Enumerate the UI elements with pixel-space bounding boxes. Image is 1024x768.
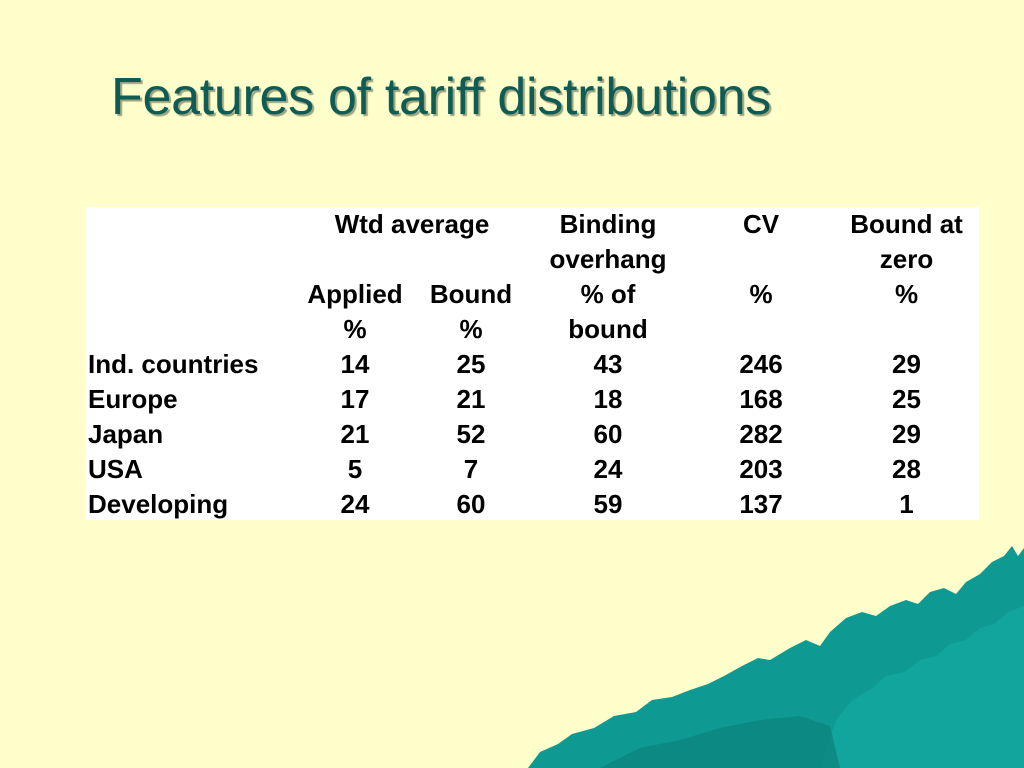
header-applied-pct: % [343,314,367,344]
header-row-4: % % bound [86,312,979,347]
header-empty-cell [688,242,834,277]
landscape-shadow [600,716,840,768]
cell-overhang: 60 [593,419,623,449]
cell-bound-zero: 29 [892,349,921,379]
cell-bound-zero: 28 [892,454,921,484]
header-bound-at: Bound at [850,209,963,239]
row-label: Ind. countries [88,349,259,379]
header-bound-word: bound [568,314,648,344]
cell-bound: 52 [456,419,486,449]
row-label: USA [88,454,143,484]
header-bound-pct: % [459,314,483,344]
table-row: Japan 21 52 60 282 29 [86,417,979,452]
tariff-table-grid: Wtd average Binding CV Bound at overhang… [86,207,979,522]
header-row-2: overhang zero [86,242,979,277]
header-empty-cell [86,312,296,347]
cell-applied: 24 [340,489,370,519]
header-row-1: Wtd average Binding CV Bound at [86,207,979,242]
header-applied: Applied [307,279,403,309]
header-pct-of: % of [580,279,636,309]
header-empty-cell [86,207,296,242]
header-empty-cell [688,312,834,347]
cell-applied: 17 [340,384,370,414]
cell-bound: 60 [456,489,486,519]
table-row: Europe 17 21 18 168 25 [86,382,979,417]
row-label: Japan [88,419,164,449]
landscape-highlight [820,606,1024,768]
header-empty-cell [834,312,979,347]
header-wtd-average: Wtd average [334,209,490,239]
cell-cv: 168 [739,384,783,414]
cell-bound-zero: 1 [899,489,914,519]
table-row: USA 5 7 24 203 28 [86,452,979,487]
cell-bound-zero: 25 [892,384,921,414]
cell-bound: 25 [456,349,486,379]
header-overhang: overhang [549,244,667,274]
landscape-shape [528,546,1024,768]
cell-overhang: 24 [593,454,623,484]
header-empty-cell [86,242,296,277]
header-empty-cell [296,242,414,277]
cell-overhang: 43 [593,349,623,379]
cell-cv: 246 [739,349,783,379]
slide-title: Features of tariff distributions [111,68,771,126]
header-empty-cell [86,277,296,312]
cell-overhang: 59 [593,489,623,519]
cell-bound-zero: 29 [892,419,921,449]
header-zero: zero [879,244,934,274]
table-row: Ind. countries 14 25 43 246 29 [86,347,979,382]
row-label: Developing [88,489,229,519]
cell-applied: 5 [347,454,363,484]
cell-bound: 7 [463,454,479,484]
table-row: Developing 24 60 59 137 1 [86,487,979,522]
cell-bound: 21 [456,384,486,414]
cell-cv: 203 [739,454,783,484]
tariff-table: Wtd average Binding CV Bound at overhang… [86,207,979,520]
header-zero-pct: % [894,279,919,309]
cell-applied: 14 [340,349,370,379]
cell-cv: 137 [739,489,783,519]
cell-applied: 21 [340,419,370,449]
header-empty-cell [414,242,528,277]
header-cv-pct: % [749,279,773,309]
header-binding: Binding [559,209,657,239]
header-row-3: Applied Bound % of % % [86,277,979,312]
row-label: Europe [88,384,178,414]
cell-cv: 282 [739,419,783,449]
cell-overhang: 18 [593,384,623,414]
header-cv: CV [742,209,780,239]
header-bound: Bound [429,279,513,309]
